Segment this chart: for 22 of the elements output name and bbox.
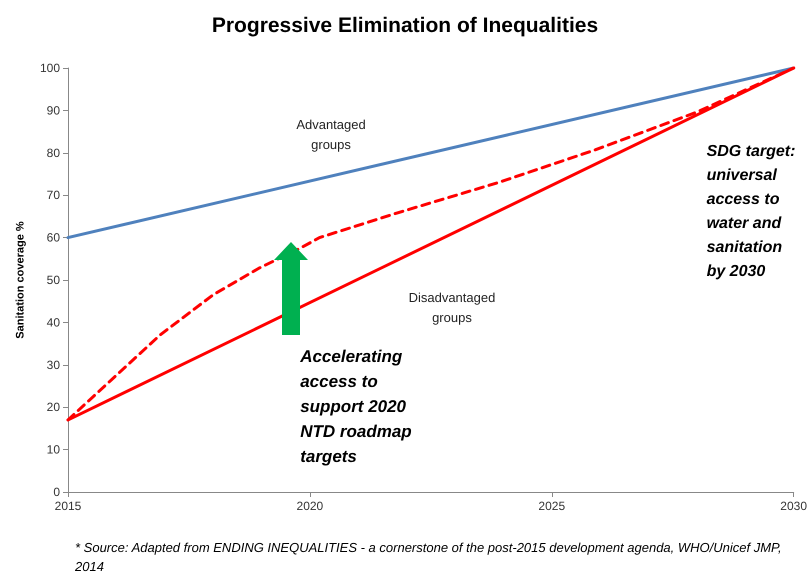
y-tick-label: 80 [46, 146, 60, 160]
y-axis-title: Sanitation coverage % [14, 221, 26, 339]
y-tick-label: 100 [40, 61, 60, 75]
y-tick-label: 60 [46, 230, 60, 245]
y-tick-label: 30 [46, 358, 60, 372]
annotation: Accelerating access to support 2020 NTD roadmap targets [300, 346, 413, 468]
y-tick-label: 40 [46, 315, 60, 330]
chart-title: Progressive Elimination of Inequalities [212, 14, 598, 37]
x-tick-label: 2015 [54, 499, 82, 513]
y-tick-label: 50 [46, 273, 60, 287]
annotation: SDG target: universal access to water and sanitation by 2030 [706, 142, 796, 282]
x-tick-label: 2020 [296, 499, 324, 513]
y-tick-label: 20 [46, 400, 60, 414]
text: Disadvantaged groups [408, 289, 496, 328]
y-tick-label: 10 [46, 442, 60, 457]
y-tick-label: 90 [46, 103, 60, 118]
text: * Source: Adapted from ENDING INEQUALITIES - a cornerstone of the post-2015 development agenda, WHO/Unicef JMP, 2014 [75, 539, 783, 572]
x-tick-label: 2030 [780, 499, 808, 513]
x-tick-label: 2025 [538, 499, 566, 513]
series-label: Advantaged groups [295, 116, 367, 154]
y-tick-label: 0 [53, 485, 60, 499]
y-tick-label: 70 [46, 188, 60, 202]
